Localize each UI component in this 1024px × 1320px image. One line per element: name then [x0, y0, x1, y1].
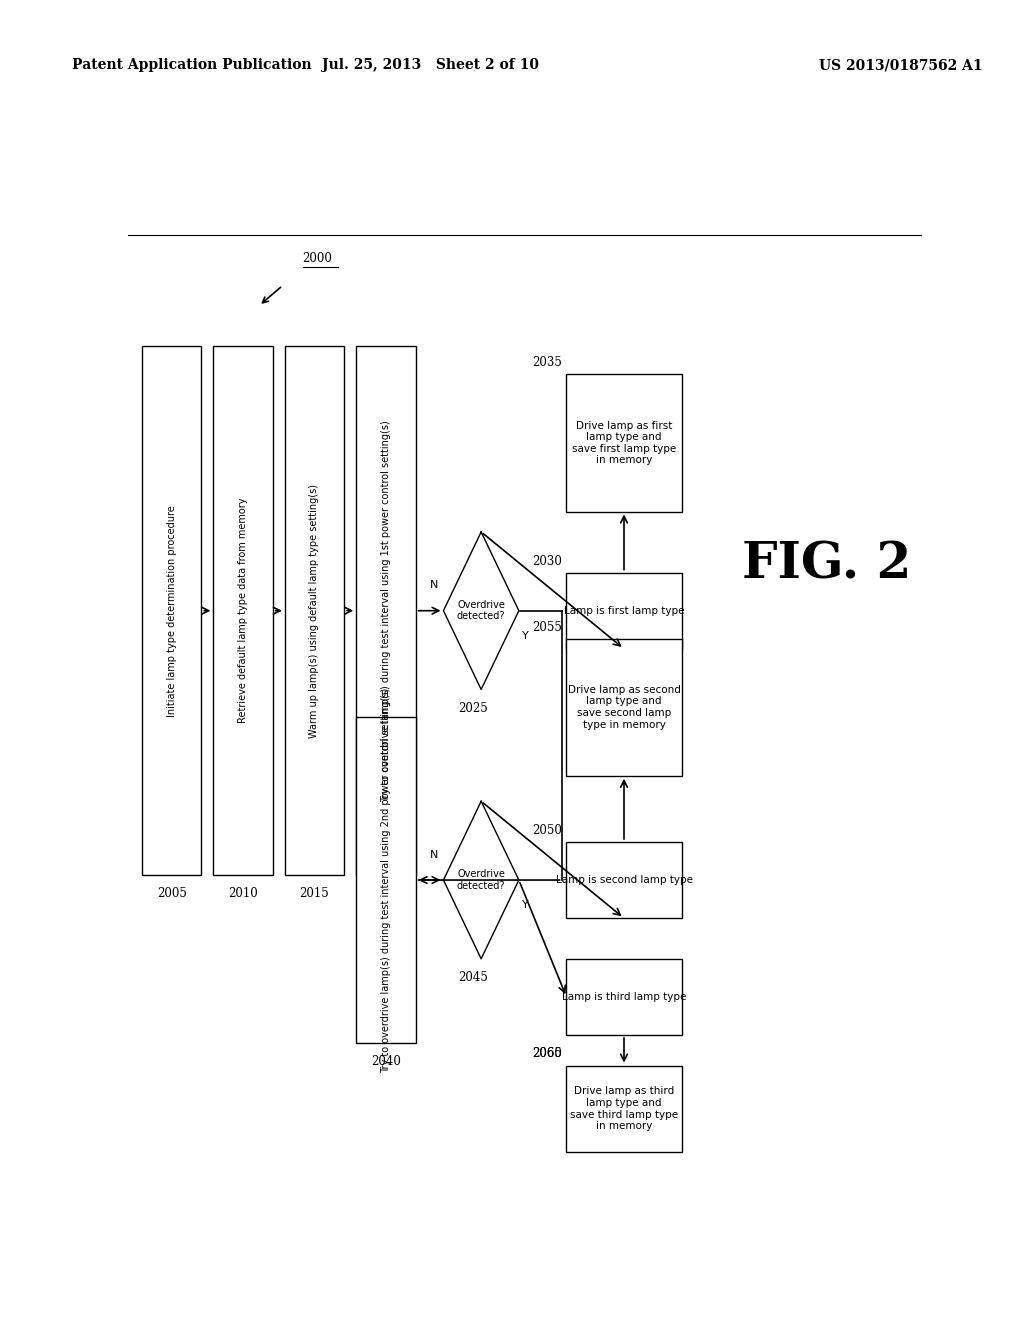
Bar [285, 346, 344, 875]
Bar [566, 1065, 682, 1152]
Text: Overdrive
detected?: Overdrive detected? [457, 870, 506, 891]
Text: 2060: 2060 [532, 1047, 562, 1060]
Bar [566, 375, 682, 512]
Text: N: N [430, 850, 438, 859]
Text: 2010: 2010 [228, 887, 258, 900]
Text: 2000: 2000 [303, 252, 333, 265]
Text: Patent Application Publication: Patent Application Publication [72, 58, 311, 73]
Text: Y: Y [522, 631, 528, 642]
Text: Try to overdrive lamp(s) during test interval using 2nd power control setting(s): Try to overdrive lamp(s) during test int… [381, 688, 391, 1073]
Text: Warm up lamp(s) using default lamp type setting(s): Warm up lamp(s) using default lamp type … [309, 483, 319, 738]
Bar [356, 718, 416, 1043]
Text: Jul. 25, 2013   Sheet 2 of 10: Jul. 25, 2013 Sheet 2 of 10 [322, 58, 539, 73]
Text: 2020: 2020 [371, 887, 400, 900]
Bar [142, 346, 202, 875]
Text: 2030: 2030 [532, 554, 562, 568]
Text: 2045: 2045 [459, 972, 488, 983]
Bar [566, 573, 682, 649]
Text: Lamp is third lamp type: Lamp is third lamp type [562, 991, 686, 1002]
Text: 2035: 2035 [532, 356, 562, 370]
Text: Drive lamp as first
lamp type and
save first lamp type
in memory: Drive lamp as first lamp type and save f… [571, 421, 676, 466]
Text: Drive lamp as third
lamp type and
save third lamp type
in memory: Drive lamp as third lamp type and save t… [570, 1086, 678, 1131]
Text: Overdrive
detected?: Overdrive detected? [457, 599, 506, 622]
Bar [356, 346, 416, 875]
Text: US 2013/0187562 A1: US 2013/0187562 A1 [819, 58, 983, 73]
Text: N: N [430, 581, 438, 590]
Text: 2005: 2005 [157, 887, 186, 900]
Text: 2065: 2065 [532, 1048, 562, 1060]
Text: Retrieve default lamp type data from memory: Retrieve default lamp type data from mem… [238, 498, 248, 723]
Bar [566, 958, 682, 1035]
Text: Drive lamp as second
lamp type and
save second lamp
type in memory: Drive lamp as second lamp type and save … [567, 685, 680, 730]
Bar [566, 842, 682, 919]
Text: 2050: 2050 [532, 824, 562, 837]
Polygon shape [443, 532, 519, 689]
Text: FIG. 2: FIG. 2 [741, 540, 911, 590]
Text: Initiate lamp type determination procedure: Initiate lamp type determination procedu… [167, 504, 177, 717]
Text: Lamp is first lamp type: Lamp is first lamp type [564, 606, 684, 615]
Text: 2025: 2025 [459, 702, 488, 714]
Text: Lamp is second lamp type: Lamp is second lamp type [555, 875, 692, 884]
Text: 2055: 2055 [532, 620, 562, 634]
Text: 2015: 2015 [300, 887, 330, 900]
Text: Y: Y [522, 900, 528, 911]
Text: 2040: 2040 [371, 1055, 400, 1068]
Polygon shape [443, 801, 519, 958]
Bar [213, 346, 272, 875]
Bar [566, 639, 682, 776]
Text: Try to overdrive lamp(s) during test interval using 1st power control setting(s): Try to overdrive lamp(s) during test int… [381, 420, 391, 801]
